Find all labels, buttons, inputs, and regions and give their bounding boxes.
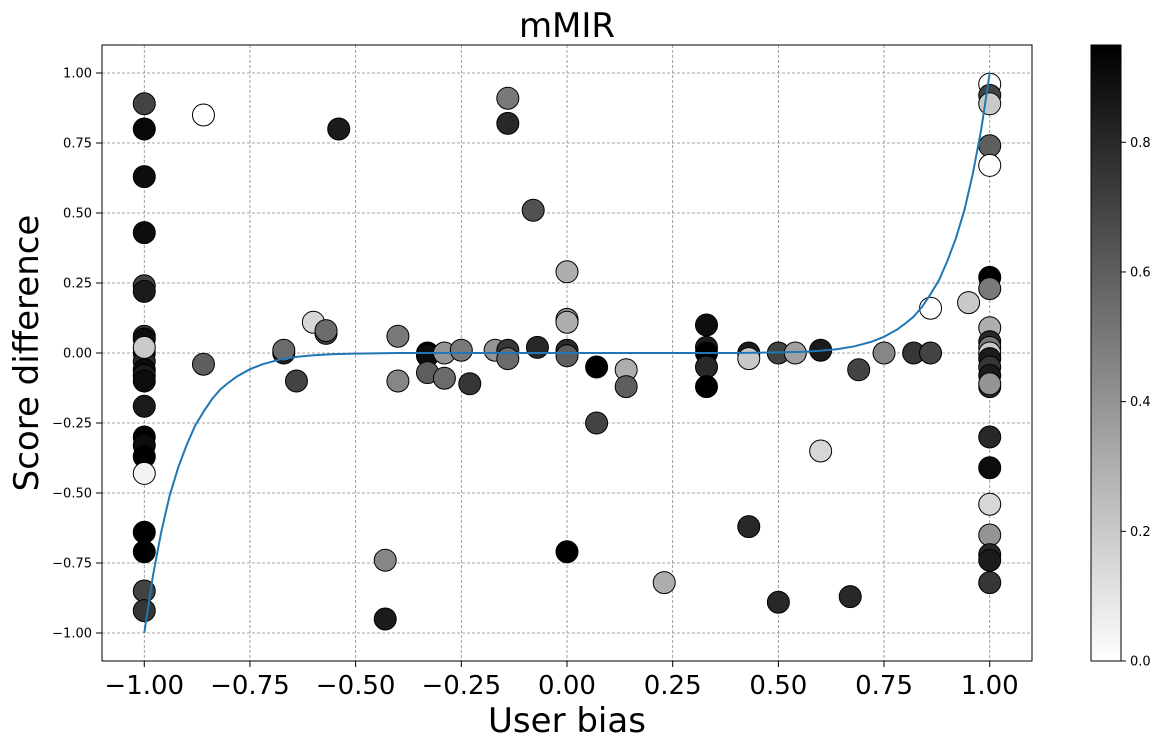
y-tick-label: 0.50 — [63, 207, 92, 222]
data-point — [978, 571, 1002, 595]
data-point — [978, 548, 1002, 572]
data-point — [327, 117, 351, 141]
data-point — [555, 540, 579, 564]
data-point — [272, 338, 296, 362]
data-point — [132, 92, 156, 116]
y-tick-label: −0.75 — [52, 557, 92, 572]
colorbar-ticks: 0.0 0.2 0.4 0.6 0.8 — [1121, 136, 1151, 670]
data-point — [132, 165, 156, 189]
data-point — [978, 277, 1002, 301]
data-point — [737, 347, 761, 371]
data-point — [919, 341, 943, 365]
data-point — [555, 344, 579, 368]
data-point — [555, 310, 579, 334]
data-point — [132, 599, 156, 623]
x-tick-label: 0.25 — [644, 671, 702, 701]
data-point — [386, 369, 410, 393]
data-point — [555, 260, 579, 284]
colorbar — [1090, 44, 1122, 662]
x-axis-ticks: −1.00 −0.75 −0.50 −0.25 0.00 0.25 0.50 0.75 1.00 — [104, 661, 1019, 701]
data-point — [132, 394, 156, 418]
data-point — [978, 425, 1002, 449]
data-point — [191, 352, 215, 376]
colorbar-tick-label: 0.2 — [1130, 525, 1151, 540]
data-point — [978, 523, 1002, 547]
data-point — [978, 492, 1002, 516]
y-axis-ticks: −1.00 −0.75 −0.50 −0.25 0.00 0.25 0.50 0.75 1.00 — [52, 67, 102, 642]
data-point — [132, 461, 156, 485]
x-tick-label: 0.75 — [855, 671, 913, 701]
data-point — [585, 411, 609, 435]
y-tick-label: −0.50 — [52, 487, 92, 502]
data-point — [809, 439, 833, 463]
data-point — [978, 153, 1002, 177]
data-point — [386, 324, 410, 348]
chart-title: mMIR — [519, 6, 615, 46]
data-point — [525, 335, 549, 359]
data-point — [652, 571, 676, 595]
data-point — [978, 372, 1002, 396]
colorbar-tick-label: 0.0 — [1130, 655, 1151, 670]
data-point — [838, 585, 862, 609]
data-point — [373, 548, 397, 572]
x-axis-label: User bias — [488, 701, 646, 741]
y-axis-label: Score difference — [7, 215, 47, 492]
x-tick-label: −1.00 — [104, 671, 184, 701]
data-point — [847, 358, 871, 382]
data-point — [614, 375, 638, 399]
data-point — [432, 366, 456, 390]
data-point — [496, 86, 520, 110]
y-tick-label: −0.25 — [52, 417, 92, 432]
trend-curve — [143, 72, 991, 634]
data-point — [132, 117, 156, 141]
data-point — [132, 279, 156, 303]
x-tick-label: −0.50 — [316, 671, 396, 701]
data-point — [314, 319, 338, 343]
data-point — [449, 338, 473, 362]
data-point — [132, 221, 156, 245]
x-tick-label: −0.25 — [421, 671, 501, 701]
data-point — [132, 520, 156, 544]
data-point — [695, 355, 718, 379]
data-point — [132, 335, 156, 359]
data-point — [919, 296, 943, 320]
x-tick-label: 1.00 — [961, 671, 1019, 701]
data-point — [284, 369, 308, 393]
data-point — [191, 103, 215, 127]
y-tick-label: 0.00 — [63, 347, 92, 362]
y-tick-label: 0.25 — [63, 277, 92, 292]
x-tick-label: −0.75 — [210, 671, 290, 701]
y-tick-label: 0.75 — [63, 137, 92, 152]
data-point — [978, 134, 1002, 158]
colorbar-tick-label: 0.6 — [1130, 265, 1151, 280]
y-tick-label: 1.00 — [63, 67, 92, 82]
data-point — [373, 607, 397, 631]
data-point — [872, 341, 896, 365]
data-point — [957, 291, 981, 315]
trend-curve-layer — [143, 72, 991, 634]
data-point — [458, 372, 482, 396]
x-tick-label: 0.00 — [538, 671, 596, 701]
data-point — [585, 355, 609, 379]
colorbar-tick-label: 0.8 — [1130, 136, 1151, 151]
data-point — [766, 590, 790, 614]
data-point — [978, 92, 1002, 116]
data-point — [695, 313, 718, 337]
colorbar-tick-label: 0.4 — [1130, 395, 1151, 410]
data-point — [132, 369, 156, 393]
x-tick-label: 0.50 — [749, 671, 807, 701]
data-point — [132, 540, 156, 564]
data-point — [496, 347, 520, 371]
data-point — [978, 456, 1002, 480]
data-point — [737, 515, 761, 539]
data-point — [521, 198, 545, 222]
data-point — [496, 111, 520, 135]
y-tick-label: −1.00 — [52, 627, 92, 642]
data-point — [695, 375, 718, 399]
